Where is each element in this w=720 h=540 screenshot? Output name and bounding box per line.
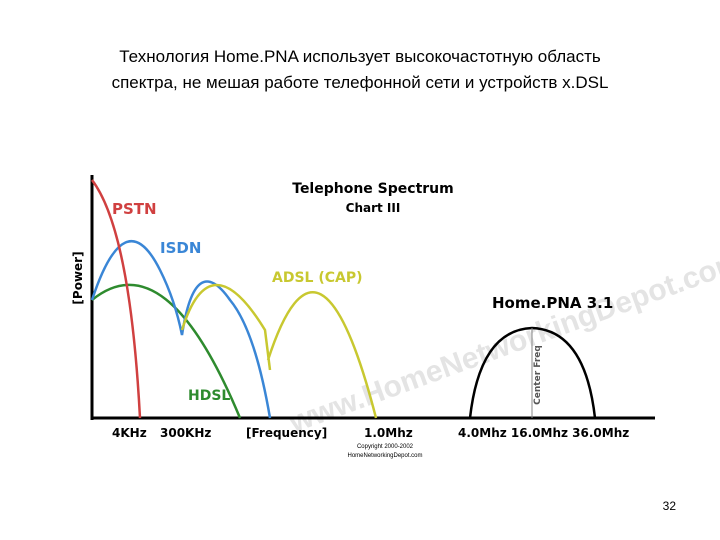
x-label: 1.0Mhz — [364, 426, 413, 440]
slide-title-line: спектра, не мешая работе телефонной сети… — [112, 73, 609, 92]
adsl-label: ADSL (CAP) — [272, 270, 363, 286]
center-freq-label: Center Freq — [533, 345, 543, 405]
x-label: 300KHz — [160, 426, 211, 440]
x-axis-label: [Frequency] — [246, 426, 327, 440]
pstn-curve — [91, 179, 142, 419]
homepna-label: Home.PNA 3.1 — [492, 294, 613, 312]
hdsl-label: HDSL — [188, 388, 230, 404]
copyright: Copyright 2000-2002 — [357, 444, 414, 450]
y-axis-label: [Power] — [71, 251, 85, 304]
copyright: HomeNetworkingDepot.com — [347, 453, 422, 459]
diagram-subtitle: Chart III — [346, 201, 401, 215]
isdn-label: ISDN — [160, 239, 201, 257]
adsl-curve — [180, 284, 378, 419]
hdsl-curve — [91, 283, 242, 419]
diagram-title: Telephone Spectrum — [292, 181, 453, 197]
isdn-curve — [90, 240, 272, 419]
x-label: 4.0Mhz 16.0Mhz 36.0Mhz — [458, 426, 629, 440]
pstn-label: PSTN — [112, 200, 157, 218]
x-label: 4KHz — [112, 426, 147, 440]
page-number: 32 — [663, 499, 677, 513]
slide-title-line: Технология Home.PNA использует высокочас… — [119, 47, 601, 66]
